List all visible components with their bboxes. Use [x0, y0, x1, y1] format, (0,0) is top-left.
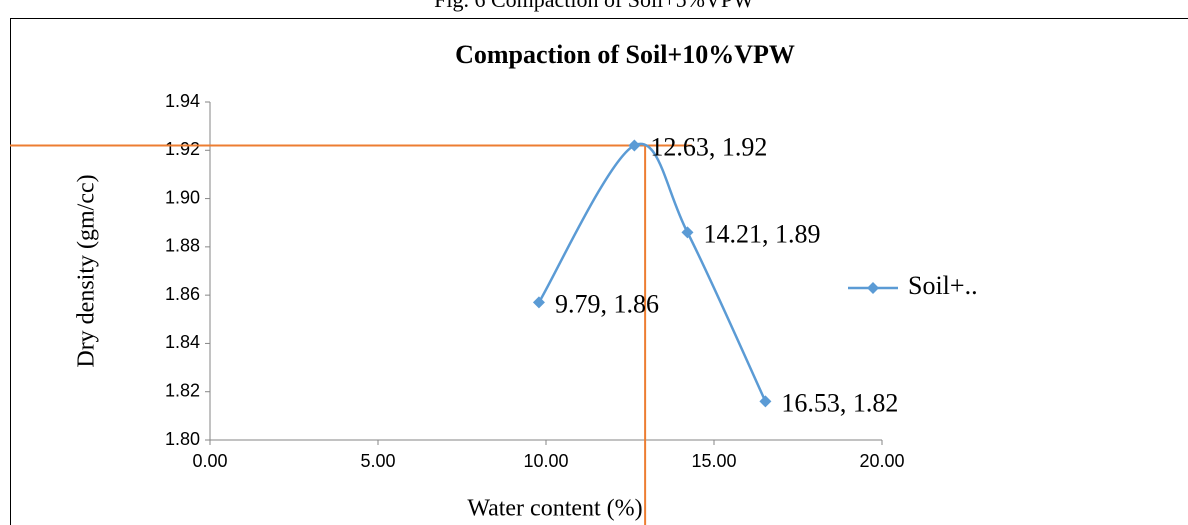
y-tick-label: 1.94	[165, 91, 200, 111]
chart-title: Compaction of Soil+10%VPW	[455, 40, 795, 69]
y-tick-label: 1.82	[165, 380, 200, 400]
data-label: 16.53, 1.82	[781, 388, 898, 417]
series-line	[537, 142, 767, 402]
legend-label: Soil+..	[908, 271, 978, 300]
y-tick-label: 1.84	[165, 332, 200, 352]
data-point	[759, 395, 772, 408]
data-label: 9.79, 1.86	[555, 289, 659, 318]
data-point	[681, 226, 694, 239]
y-axis-label: Dry density (gm/cc)	[74, 174, 100, 367]
y-tick-label: 1.86	[165, 284, 200, 304]
y-tick-label: 1.88	[165, 236, 200, 256]
x-tick-label: 10.00	[523, 451, 568, 471]
y-tick-label: 1.92	[165, 139, 200, 159]
data-point	[628, 139, 641, 152]
data-point	[532, 296, 545, 309]
x-tick-label: 5.00	[360, 451, 395, 471]
legend-marker	[867, 282, 879, 294]
x-tick-label: 15.00	[691, 451, 736, 471]
y-tick-label: 1.90	[165, 187, 200, 207]
y-tick-label: 1.80	[165, 429, 200, 449]
chart-frame	[10, 18, 1188, 525]
caption: Fig. 6 Compaction of Soil+5%VPW	[434, 0, 754, 12]
data-label: 14.21, 1.89	[703, 219, 820, 248]
x-axis-label: Water content (%)	[467, 496, 642, 522]
data-label: 12.63, 1.92	[650, 132, 767, 161]
x-tick-label: 0.00	[192, 451, 227, 471]
x-tick-label: 20.00	[859, 451, 904, 471]
